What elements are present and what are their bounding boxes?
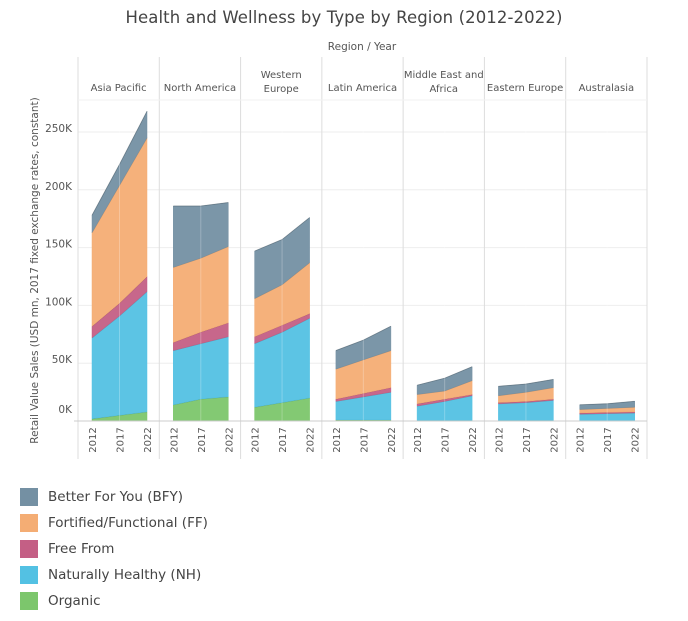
y-tick-label: 250K — [45, 123, 73, 135]
y-tick-label: 50K — [52, 354, 73, 366]
area-better-for-you-bfy — [498, 379, 554, 396]
legend-label: Organic — [48, 593, 101, 609]
y-tick-label: 200K — [45, 181, 73, 193]
region-label: Australasia — [579, 83, 635, 94]
region-label: Middle East and — [404, 70, 484, 81]
x-tick-label: 2022 — [549, 427, 560, 452]
x-tick-label: 2022 — [224, 427, 235, 452]
area-edge — [498, 378, 554, 387]
area-edge — [173, 202, 229, 207]
x-tick-label: 2022 — [468, 427, 479, 452]
x-tick-label: 2022 — [631, 427, 642, 452]
legend-label: Fortified/Functional (FF) — [48, 515, 208, 531]
x-tick-label: 2017 — [116, 427, 127, 452]
legend-label: Free From — [48, 541, 115, 557]
x-tick-label: 2022 — [387, 427, 398, 452]
region-label: Europe — [264, 84, 299, 95]
column-header: Region / Year — [328, 41, 397, 53]
legend-item-organic[interactable]: Organic — [20, 588, 208, 614]
x-tick-label: 2017 — [441, 427, 452, 452]
area-better-for-you-bfy — [335, 325, 392, 370]
x-tick-label: 2017 — [359, 427, 370, 452]
y-tick-label: 150K — [45, 239, 73, 251]
panel-north-america: North America 2012 2017 2022 — [164, 83, 236, 453]
x-tick-label: 2012 — [88, 427, 99, 452]
region-label: Western — [261, 70, 302, 81]
x-tick-label: 2017 — [197, 427, 208, 452]
area-edge — [91, 110, 148, 216]
x-tick-label: 2012 — [576, 427, 587, 452]
region-label: Latin America — [328, 83, 397, 94]
area-edge — [579, 400, 635, 406]
region-label: North America — [164, 83, 236, 94]
legend-item-nh[interactable]: Naturally Healthy (NH) — [20, 562, 208, 588]
panel-middle-east-and-africa: Middle East and Africa 2012 2017 2022 — [404, 70, 484, 453]
x-tick-label: 2012 — [332, 427, 343, 452]
legend-item-free-from[interactable]: Free From — [20, 536, 208, 562]
panel-western-europe: Western Europe 2012 2017 2022 — [251, 70, 317, 453]
area-better-for-you-bfy — [173, 202, 229, 268]
x-tick-label: 2017 — [522, 427, 533, 452]
region-label: Asia Pacific — [91, 83, 147, 94]
legend-swatch-organic — [20, 592, 38, 610]
legend-item-ff[interactable]: Fortified/Functional (FF) — [20, 510, 208, 536]
x-tick-label: 2017 — [603, 427, 614, 452]
legend-swatch-nh — [20, 566, 38, 584]
area-better-for-you-bfy — [416, 366, 473, 395]
y-tick-label: 0K — [58, 404, 73, 416]
x-tick-label: 2012 — [169, 427, 180, 452]
panel-asia-pacific: Asia Pacific 2012 2017 2022 — [88, 83, 154, 453]
legend-swatch-ff — [20, 514, 38, 532]
legend-label: Better For You (BFY) — [48, 489, 184, 505]
x-tick-label: 2012 — [413, 427, 424, 452]
x-tick-label: 2012 — [251, 427, 262, 452]
chart-title: Health and Wellness by Type by Region (2… — [125, 8, 563, 27]
legend-swatch-free-from — [20, 540, 38, 558]
area-better-for-you-bfy — [254, 216, 310, 299]
area-edge — [335, 325, 392, 351]
y-axis-label: Retail Value Sales (USD mn, 2017 fixed e… — [29, 97, 41, 443]
x-tick-label: 2012 — [494, 427, 505, 452]
area-edge — [254, 217, 310, 252]
x-tick-label: 2022 — [306, 427, 317, 452]
panel-eastern-europe: Eastern Europe 2012 2017 2022 — [487, 83, 563, 453]
legend-swatch-bfy — [20, 488, 38, 506]
area-better-for-you-bfy — [579, 401, 635, 410]
panel-latin-america: Latin America 2012 2017 2022 — [328, 83, 398, 453]
x-tick-label: 2022 — [143, 427, 154, 452]
y-tick-label: 100K — [45, 296, 73, 308]
chart-area: Region / Year Retail Value Sales (USD mn,… — [29, 41, 648, 459]
region-label: Africa — [430, 84, 459, 95]
panel-australasia: Australasia 2012 2017 2022 — [576, 83, 642, 453]
x-tick-label: 2017 — [278, 427, 289, 452]
region-label: Eastern Europe — [487, 83, 563, 94]
area-edge — [416, 366, 473, 386]
legend-label: Naturally Healthy (NH) — [48, 567, 202, 583]
area-better-for-you-bfy — [91, 111, 148, 234]
legend-item-bfy[interactable]: Better For You (BFY) — [20, 484, 208, 510]
legend: Better For You (BFY) Fortified/Functiona… — [20, 484, 208, 614]
